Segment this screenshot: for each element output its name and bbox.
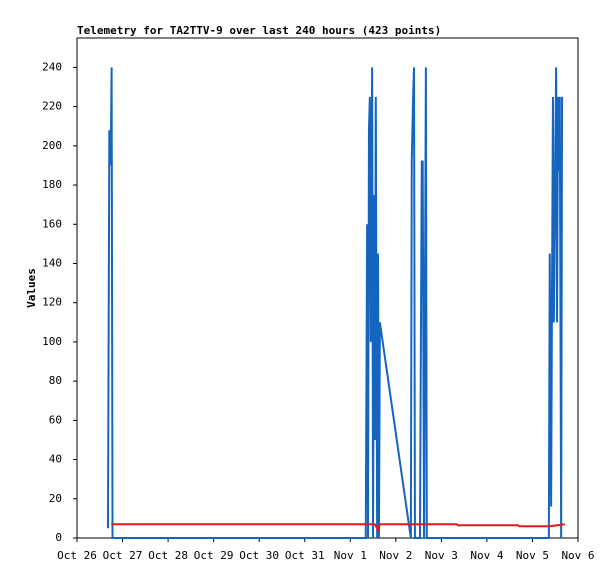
x-tick-label: Oct 27 <box>103 549 143 562</box>
x-tick-label: Nov 1 <box>334 549 367 562</box>
x-tick-label: Oct 29 <box>194 549 234 562</box>
x-tick-label: Oct 26 <box>57 549 97 562</box>
plot-frame <box>76 37 579 539</box>
y-tick-label: 120 <box>42 296 62 309</box>
y-tick-label: 240 <box>42 60 62 73</box>
y-tick-label: 160 <box>42 217 62 230</box>
y-tick-label: 100 <box>42 335 62 348</box>
series-line <box>106 67 564 539</box>
y-tick-label: 40 <box>49 453 62 466</box>
y-tick-label: 220 <box>42 100 62 113</box>
y-axis-label: Values <box>25 268 38 308</box>
y-tick-label: 20 <box>49 492 62 505</box>
x-tick-label: Oct 28 <box>148 549 188 562</box>
x-tick-label: Nov 3 <box>425 549 458 562</box>
y-tick-label: 80 <box>49 374 62 387</box>
y-tick-label: 0 <box>55 531 62 544</box>
x-tick-label: Nov 5 <box>516 549 549 562</box>
x-tick-label: Nov 6 <box>561 549 594 562</box>
y-tick-label: 200 <box>42 139 62 152</box>
y-tick-label: 140 <box>42 256 62 269</box>
chart-title: Telemetry for TA2TTV-9 over last 240 hou… <box>77 24 441 37</box>
x-tick-label: Oct 30 <box>239 549 279 562</box>
y-tick-label: 60 <box>49 413 62 426</box>
y-tick-label: 180 <box>42 178 62 191</box>
x-tick-label: Nov 4 <box>470 549 503 562</box>
x-tick-label: Oct 31 <box>285 549 325 562</box>
x-tick-label: Nov 2 <box>379 549 412 562</box>
series-line <box>111 523 565 533</box>
